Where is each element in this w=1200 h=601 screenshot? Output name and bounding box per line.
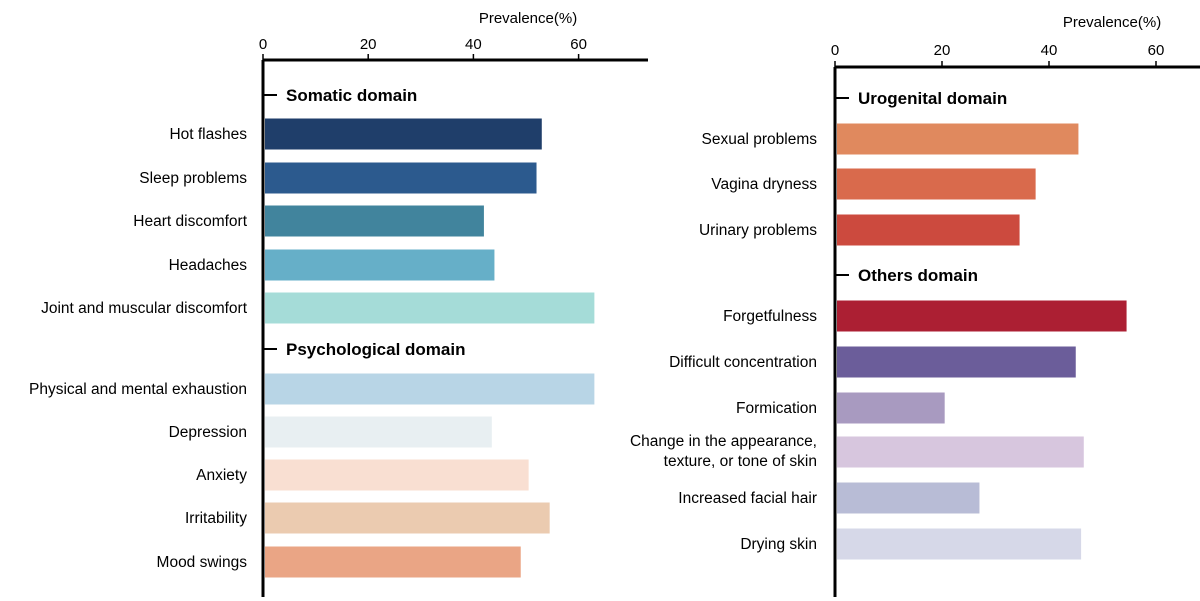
bar bbox=[265, 118, 542, 150]
bar bbox=[265, 546, 521, 578]
category-label: Formication bbox=[736, 400, 817, 417]
axis-title: Prevalence(%) bbox=[479, 10, 577, 27]
domain-header: Psychological domain bbox=[286, 340, 466, 359]
bar bbox=[837, 123, 1079, 155]
bar bbox=[837, 528, 1082, 560]
bar bbox=[837, 214, 1020, 246]
x-tick-label: 20 bbox=[360, 36, 377, 53]
domain-header: Others domain bbox=[858, 266, 978, 285]
x-tick-label: 0 bbox=[259, 36, 267, 53]
x-tick-label: 20 bbox=[934, 42, 951, 59]
category-label: Change in the appearance, texture, or ton… bbox=[630, 433, 817, 470]
category-label: Joint and muscular discomfort bbox=[41, 300, 248, 317]
category-label: Anxiety bbox=[196, 467, 247, 484]
category-label: Depression bbox=[169, 424, 247, 441]
category-label: Sexual problems bbox=[702, 131, 818, 148]
category-label: Physical and mental exhaustion bbox=[29, 381, 247, 398]
x-tick-label: 0 bbox=[831, 42, 839, 59]
bar bbox=[837, 168, 1036, 200]
domain-header: Urogenital domain bbox=[858, 89, 1007, 108]
category-label: Forgetfulness bbox=[723, 308, 817, 325]
category-label: Urinary problems bbox=[699, 222, 817, 239]
category-label: Difficult concentration bbox=[669, 354, 817, 371]
bar bbox=[265, 162, 537, 194]
x-tick-label: 40 bbox=[1041, 42, 1058, 59]
bar bbox=[265, 249, 495, 281]
bar bbox=[837, 346, 1076, 378]
bar bbox=[837, 436, 1084, 468]
bar bbox=[265, 459, 529, 491]
bar bbox=[265, 373, 595, 405]
bar bbox=[837, 482, 980, 514]
bar bbox=[837, 392, 945, 424]
category-label: Irritability bbox=[185, 510, 247, 527]
axis-title: Prevalence(%) bbox=[1063, 14, 1161, 31]
bar bbox=[265, 416, 492, 448]
category-label: Headaches bbox=[169, 257, 248, 274]
domain-header: Somatic domain bbox=[286, 86, 417, 105]
x-tick-label: 40 bbox=[465, 36, 482, 53]
category-label: Vagina dryness bbox=[711, 176, 817, 193]
category-label: Heart discomfort bbox=[133, 213, 247, 230]
bar bbox=[265, 502, 550, 534]
bar bbox=[265, 205, 484, 237]
bar bbox=[265, 292, 595, 324]
x-tick-label: 60 bbox=[1148, 42, 1165, 59]
x-tick-label: 60 bbox=[570, 36, 587, 53]
category-label: Sleep problems bbox=[139, 170, 247, 187]
category-label: Increased facial hair bbox=[678, 490, 817, 507]
category-label: Drying skin bbox=[740, 536, 817, 553]
category-label: Mood swings bbox=[157, 554, 248, 571]
bar bbox=[837, 300, 1127, 332]
category-label: Hot flashes bbox=[169, 126, 247, 143]
